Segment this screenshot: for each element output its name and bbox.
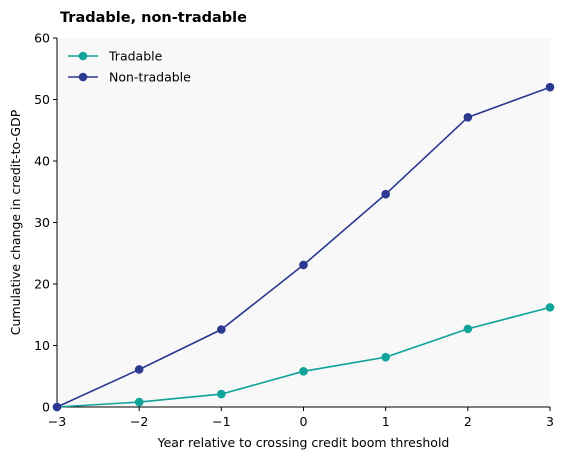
data-point: [217, 325, 226, 334]
series-layer: [52, 82, 555, 412]
y-tick-label: 50: [34, 92, 50, 107]
y-axis-label: Cumulative change in credit-to-GDP: [8, 109, 23, 335]
legend-marker: [78, 51, 88, 61]
x-tick-label: 1: [382, 414, 390, 429]
data-point: [463, 324, 473, 334]
plot-area: [57, 38, 550, 407]
x-tick-label: 3: [546, 414, 554, 429]
series-1: [52, 82, 555, 412]
x-tick-label: 2: [464, 414, 472, 429]
legend-marker: [78, 72, 88, 82]
legend-item: Tradable: [68, 49, 163, 64]
data-point: [545, 82, 555, 92]
data-point: [299, 260, 308, 270]
y-axis-ticks: 0 10 20 30 40 50 60: [34, 31, 57, 415]
x-tick-label: −1: [212, 414, 230, 429]
y-tick-label: 40: [34, 154, 50, 169]
data-point: [217, 389, 226, 399]
x-axis-ticks: −3 −2 −1 0 1 2 3: [48, 407, 554, 429]
data-point: [545, 303, 555, 312]
x-tick-label: 0: [300, 414, 308, 429]
legend-label: Non-tradable: [109, 70, 191, 85]
chart-title: Tradable, non-tradable: [60, 10, 247, 26]
y-tick-label: 60: [34, 31, 50, 46]
data-point: [381, 189, 390, 199]
y-tick-label: 20: [34, 277, 50, 292]
data-point: [463, 113, 473, 122]
legend-label: Tradable: [108, 49, 163, 64]
x-tick-label: −2: [130, 414, 148, 429]
y-tick-label: 10: [34, 338, 50, 353]
data-point: [134, 397, 144, 407]
legend-item: Non-tradable: [68, 70, 191, 85]
y-tick-label: 0: [42, 400, 50, 415]
data-point: [299, 367, 308, 376]
data-point: [134, 365, 144, 374]
y-tick-label: 30: [34, 215, 50, 230]
data-point: [381, 352, 390, 362]
legend: Tradable Non-tradable: [68, 49, 191, 85]
x-tick-label: −3: [48, 414, 66, 429]
data-point: [52, 402, 62, 412]
x-axis-label: Year relative to crossing credit boom th…: [157, 435, 450, 450]
